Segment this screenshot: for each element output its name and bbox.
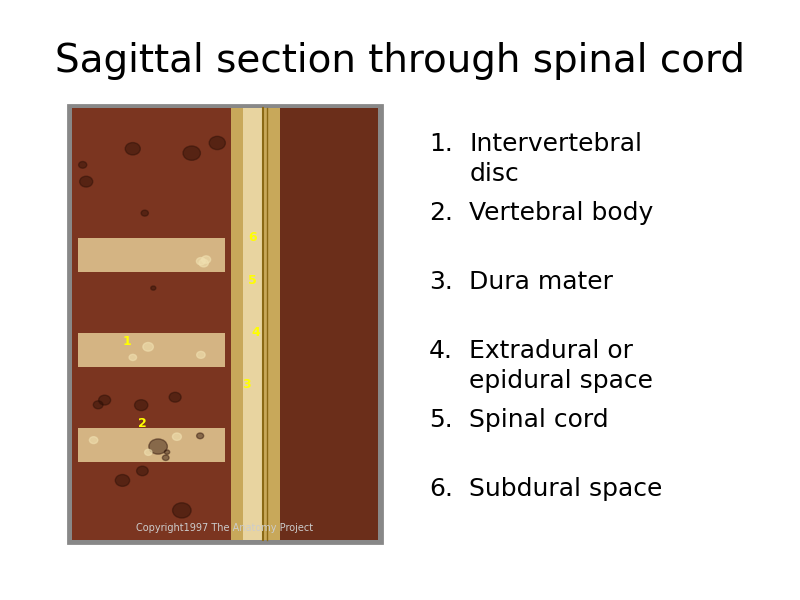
Circle shape [115, 475, 130, 487]
Circle shape [90, 437, 98, 443]
Circle shape [149, 439, 167, 454]
Text: 2: 2 [138, 417, 146, 430]
Polygon shape [78, 428, 225, 462]
Text: 4.: 4. [430, 339, 454, 363]
Circle shape [129, 355, 137, 361]
Polygon shape [78, 332, 225, 367]
Circle shape [141, 210, 148, 216]
FancyBboxPatch shape [71, 108, 378, 540]
Text: Subdural space: Subdural space [470, 477, 662, 501]
Circle shape [164, 450, 170, 454]
Circle shape [209, 136, 226, 149]
Polygon shape [78, 238, 225, 272]
Text: Spinal cord: Spinal cord [470, 408, 609, 432]
Circle shape [162, 455, 169, 460]
Circle shape [197, 433, 204, 439]
Text: Vertebral body: Vertebral body [470, 201, 654, 225]
Circle shape [145, 449, 152, 455]
Text: 3: 3 [242, 378, 250, 391]
Text: 1: 1 [122, 335, 131, 348]
Circle shape [126, 143, 140, 155]
Text: Dura mater: Dura mater [470, 270, 614, 294]
Circle shape [98, 395, 110, 405]
Circle shape [143, 343, 154, 351]
Polygon shape [280, 108, 378, 540]
Circle shape [94, 401, 103, 409]
Polygon shape [243, 108, 262, 540]
Text: 6: 6 [248, 231, 257, 244]
Text: Intervertebral
disc: Intervertebral disc [470, 132, 642, 185]
Circle shape [150, 286, 156, 290]
Circle shape [202, 256, 210, 263]
Circle shape [183, 146, 201, 160]
Text: 6.: 6. [430, 477, 454, 501]
Text: 4: 4 [251, 326, 260, 339]
Circle shape [169, 392, 181, 402]
Polygon shape [71, 108, 240, 540]
Text: 5: 5 [248, 274, 257, 287]
Circle shape [196, 257, 206, 265]
Circle shape [137, 466, 148, 476]
Circle shape [199, 259, 208, 267]
Text: Sagittal section through spinal cord: Sagittal section through spinal cord [55, 42, 745, 80]
Text: Copyright1997 The Anatomy Project: Copyright1997 The Anatomy Project [136, 523, 314, 533]
Circle shape [134, 400, 148, 410]
Circle shape [173, 433, 182, 440]
Text: 5.: 5. [430, 408, 453, 432]
Text: Extradural or
epidural space: Extradural or epidural space [470, 339, 654, 392]
Text: 1.: 1. [430, 132, 453, 156]
Circle shape [78, 161, 86, 168]
Circle shape [80, 176, 93, 187]
FancyBboxPatch shape [68, 105, 382, 543]
Text: 3.: 3. [430, 270, 453, 294]
Circle shape [173, 503, 191, 518]
Circle shape [197, 352, 205, 358]
Text: 2.: 2. [430, 201, 454, 225]
Polygon shape [231, 108, 280, 540]
